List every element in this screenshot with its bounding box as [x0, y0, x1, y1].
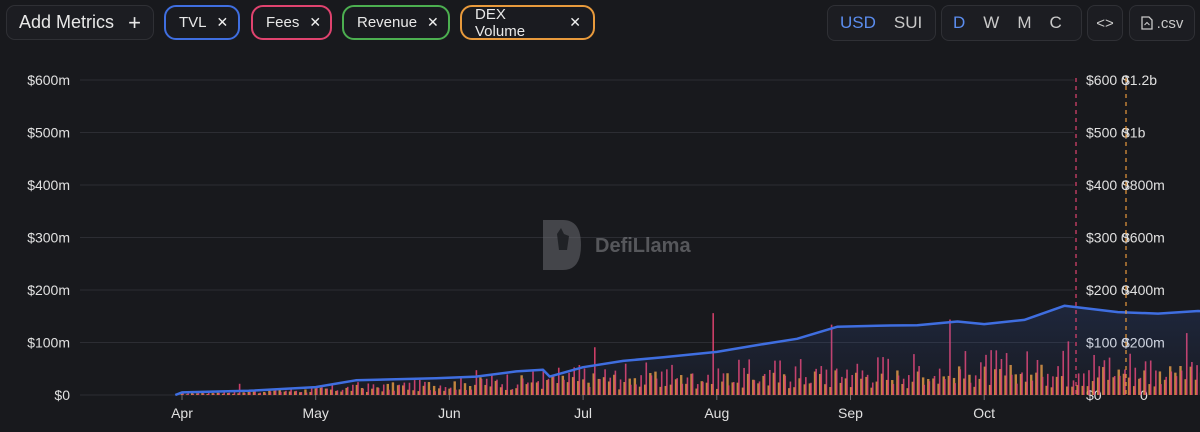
chip-label: Revenue [357, 14, 418, 31]
fees-tick-label: $200 0 [1086, 282, 1129, 298]
x-tick-label: Oct [973, 405, 995, 421]
plus-icon: + [128, 9, 141, 35]
y-tick-label: $600m [27, 72, 70, 88]
watermark-text: DefiLlama [595, 235, 691, 257]
currency-toggle: USD SUI [827, 5, 936, 41]
x-tick-label: Apr [171, 405, 193, 421]
chart-canvas: $0$100m$200m$300m$400m$500m$600m $0$100 … [27, 72, 1200, 421]
x-tick-label: Jun [438, 405, 461, 421]
y-tick-label: $300m [27, 230, 70, 246]
embed-button[interactable]: <> [1087, 5, 1123, 41]
fees-bar [238, 383, 241, 395]
metric-chip-tvl[interactable]: TVL ✕ [164, 5, 240, 40]
add-metrics-button[interactable]: Add Metrics + [6, 5, 154, 40]
interval-day-button[interactable]: D [953, 13, 966, 32]
metric-chip-revenue[interactable]: Revenue ✕ [342, 5, 450, 40]
interval-week-button[interactable]: W [983, 13, 1000, 32]
currency-sui-button[interactable]: SUI [893, 13, 923, 32]
y-tick-label: $0 [54, 387, 70, 403]
metrics-toolbar: Add Metrics + TVL ✕ Fees ✕ Revenue ✕ DEX… [0, 0, 1200, 46]
file-icon [1141, 16, 1153, 30]
y-tick-label: $200m [27, 282, 70, 298]
dex-tick-label: $400m [1122, 282, 1165, 298]
fees-tick-label: $300 0 [1086, 230, 1129, 246]
currency-usd-button[interactable]: USD [840, 13, 876, 32]
x-tick-label: Aug [704, 405, 729, 421]
fees-tick-label: $600 0 [1086, 72, 1129, 88]
fees-tick-label: $400 0 [1086, 177, 1129, 193]
dex-tick-label: $1.2b [1122, 72, 1157, 88]
csv-download-button[interactable]: .csv [1129, 5, 1195, 41]
x-tick-label: May [302, 405, 328, 421]
y-tick-label: $500m [27, 125, 70, 141]
dex-tick-label: $600m [1122, 230, 1165, 246]
defillama-watermark: DefiLlama [543, 220, 691, 270]
code-icon: <> [1096, 14, 1114, 32]
close-icon[interactable]: ✕ [427, 14, 439, 30]
close-icon[interactable]: ✕ [309, 14, 322, 30]
metric-chip-fees[interactable]: Fees ✕ [251, 5, 332, 40]
tvl-line [174, 304, 1200, 397]
dex-tick-label: $1b [1122, 125, 1146, 141]
interval-cumulative-button[interactable]: C [1049, 13, 1062, 32]
interval-month-button[interactable]: M [1017, 13, 1032, 32]
y-tick-label: $400m [27, 177, 70, 193]
left-axis: $0 $100m $200m $300m $400m $500m $600m [27, 72, 70, 403]
grid-lines [80, 79, 1074, 396]
csv-label: .csv [1156, 14, 1184, 32]
tvl-area [175, 305, 1200, 395]
x-tick-label: Jul [574, 405, 592, 421]
chip-label: TVL [179, 14, 207, 31]
metric-chip-dex-volume[interactable]: DEX Volume ✕ [460, 5, 595, 40]
add-metrics-label: Add Metrics [19, 12, 115, 32]
close-icon[interactable]: ✕ [216, 14, 229, 30]
close-icon[interactable]: ✕ [569, 14, 581, 30]
x-axis: Apr May Jun Jul Aug Sep Oct [171, 395, 995, 421]
y-tick-label: $100m [27, 335, 70, 351]
chip-label: DEX Volume [475, 5, 526, 40]
dex-tick-label: $800m [1122, 177, 1165, 193]
x-tick-label: Sep [838, 405, 863, 421]
interval-toggle: D W M C [941, 5, 1082, 41]
chip-label: Fees [266, 14, 300, 31]
fees-tick-label: $500 0 [1086, 125, 1129, 141]
